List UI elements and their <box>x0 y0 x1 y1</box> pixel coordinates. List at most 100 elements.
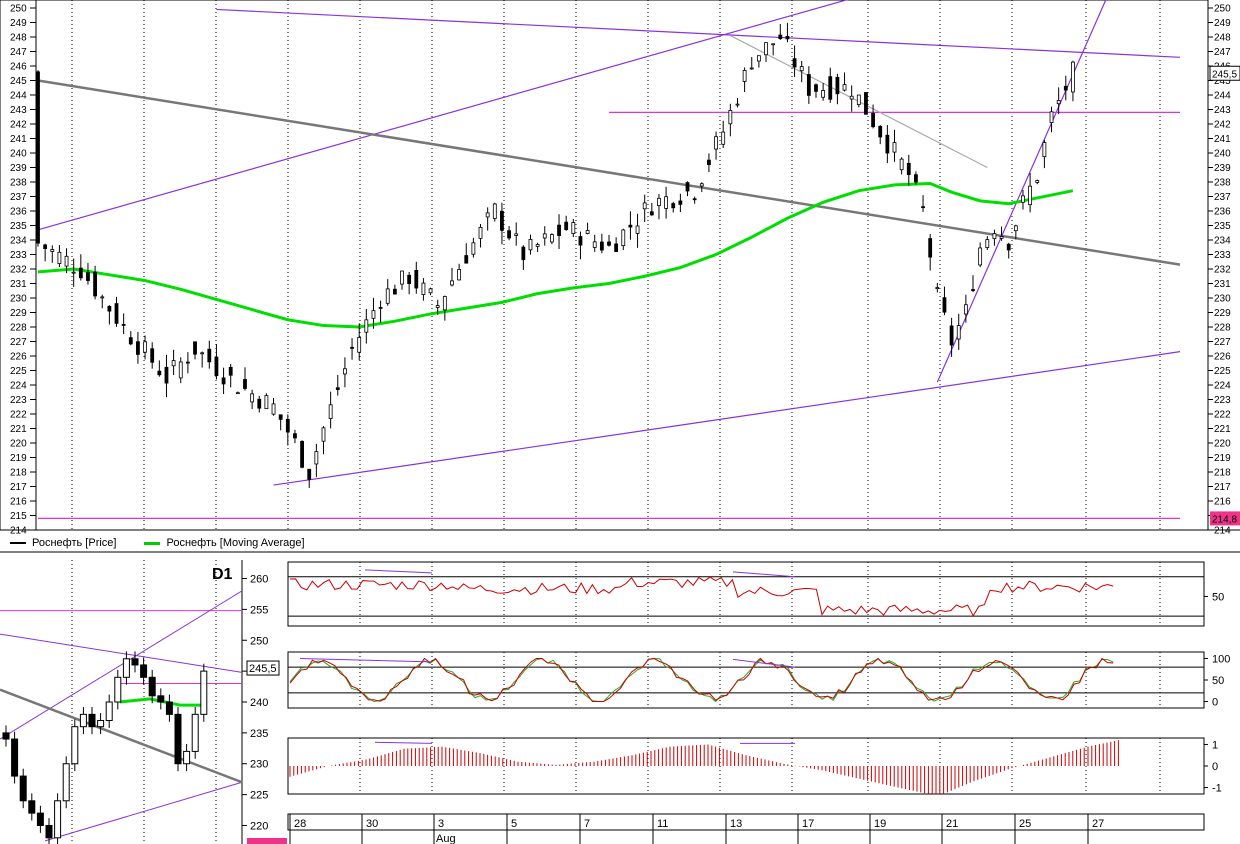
y-tick-label-left: 231 <box>10 279 27 290</box>
candle-body <box>228 366 233 376</box>
candle-body <box>78 267 83 279</box>
candle-body <box>728 110 733 125</box>
candle-body <box>535 244 540 247</box>
candle-body <box>278 414 283 420</box>
y-tick-label-right: 226 <box>1214 352 1231 363</box>
y-tick-label-right: 229 <box>1214 308 1231 319</box>
candle-body <box>164 366 169 384</box>
candle-body <box>150 348 155 363</box>
y-tick-label-right: 225 <box>1214 366 1231 377</box>
candle-body <box>799 66 804 72</box>
d1-tick-label: 230 <box>250 759 268 771</box>
candle-body <box>257 398 262 409</box>
d1-candle-body <box>157 695 165 703</box>
candle-body <box>414 270 419 289</box>
macd-divergence-line <box>374 741 433 744</box>
candle-body <box>407 274 412 284</box>
main-panel-frame <box>0 0 1209 531</box>
candle-body <box>121 324 126 326</box>
candle-body <box>664 196 668 209</box>
candle-body <box>371 310 376 319</box>
time-tick-label: 11 <box>657 818 668 830</box>
candle-body <box>985 239 990 248</box>
y-tick-label-left: 247 <box>10 47 27 58</box>
stoch-panel-tick-label: 50 <box>1212 675 1224 687</box>
candle-body <box>707 159 711 166</box>
candle-body <box>285 418 290 433</box>
candle-body <box>43 244 48 249</box>
y-tick-label-left: 217 <box>10 482 27 493</box>
y-tick-label-right: 235 <box>1214 221 1231 232</box>
stochastic-panel: 100 50 0 <box>287 651 1230 709</box>
candle-body <box>742 69 747 82</box>
candle-body <box>64 255 69 267</box>
y-tick-label-right: 222 <box>1214 410 1231 421</box>
y-tick-label-left: 238 <box>10 178 27 189</box>
candle-body <box>649 211 654 216</box>
candle-body <box>350 346 354 349</box>
candle-body <box>93 271 97 297</box>
d1-candle-body <box>97 720 105 728</box>
candle-body <box>178 361 183 379</box>
candle-body <box>785 36 790 40</box>
candle-body <box>614 243 619 252</box>
candle-body <box>928 238 933 258</box>
time-tick-label: 13 <box>730 818 742 830</box>
time-tick-label: 28 <box>294 818 306 830</box>
d1-candle-body <box>131 658 139 666</box>
y-tick-label-left: 219 <box>10 453 27 464</box>
candle-body <box>128 337 133 345</box>
time-tick-label: 7 <box>584 818 590 830</box>
candle-body <box>328 404 333 419</box>
candle-body <box>692 198 697 201</box>
candle-body <box>314 451 319 465</box>
d1-candle-body <box>19 775 27 802</box>
y-tick-label-left: 228 <box>10 323 27 334</box>
y-tick-label-left: 230 <box>10 294 27 305</box>
candle-body <box>343 368 347 375</box>
candle-body <box>749 67 754 70</box>
candle-body <box>428 288 433 294</box>
y-tick-label-right: 230 <box>1214 294 1231 305</box>
candle-body <box>500 210 504 231</box>
candle-body <box>571 222 576 234</box>
y-tick-label-right: 245 <box>1214 76 1231 87</box>
y-tick-label-right: 234 <box>1214 236 1231 247</box>
candle-body <box>971 289 975 291</box>
candle-body <box>771 43 776 46</box>
time-tick-label: 3 <box>438 818 444 830</box>
candle-body <box>635 225 640 234</box>
y-tick-label-right: 214 <box>1214 526 1231 537</box>
d1-candle-body <box>114 676 122 703</box>
candle-body <box>300 441 304 468</box>
y-tick-label-left: 243 <box>10 105 27 116</box>
d1-tick-label: 255 <box>250 604 268 616</box>
d1-tick-label: 225 <box>250 790 268 802</box>
d1-candle-body <box>11 738 19 777</box>
candle-body <box>764 42 768 56</box>
candle-body <box>1063 85 1068 91</box>
y-tick-label-left: 216 <box>10 497 27 508</box>
d1-candle-body <box>165 701 173 715</box>
candle-body <box>885 134 890 154</box>
y-tick-label-left: 225 <box>10 366 27 377</box>
candle-body <box>207 348 212 363</box>
y-tick-label-right: 224 <box>1214 381 1231 392</box>
candle-body <box>1071 61 1075 93</box>
candle-body <box>878 126 883 138</box>
time-tick-label: 30 <box>366 818 378 830</box>
time-tick-label: 27 <box>1092 818 1104 830</box>
candle-body <box>521 246 526 261</box>
y-tick-label-left: 235 <box>10 221 27 232</box>
candle-body <box>806 74 811 96</box>
candle-body <box>935 287 940 289</box>
y-tick-label-left: 246 <box>10 62 27 73</box>
month-label: Aug <box>436 833 456 844</box>
d1-tick-label: 250 <box>250 635 268 647</box>
candle-body <box>485 212 490 218</box>
candle-body <box>357 337 362 353</box>
candle-body <box>214 356 219 376</box>
d1-gray-trend <box>0 688 243 784</box>
main-price-axis: 2142142152152162162172172182182192192202… <box>10 0 1240 537</box>
candle-body <box>578 236 583 246</box>
